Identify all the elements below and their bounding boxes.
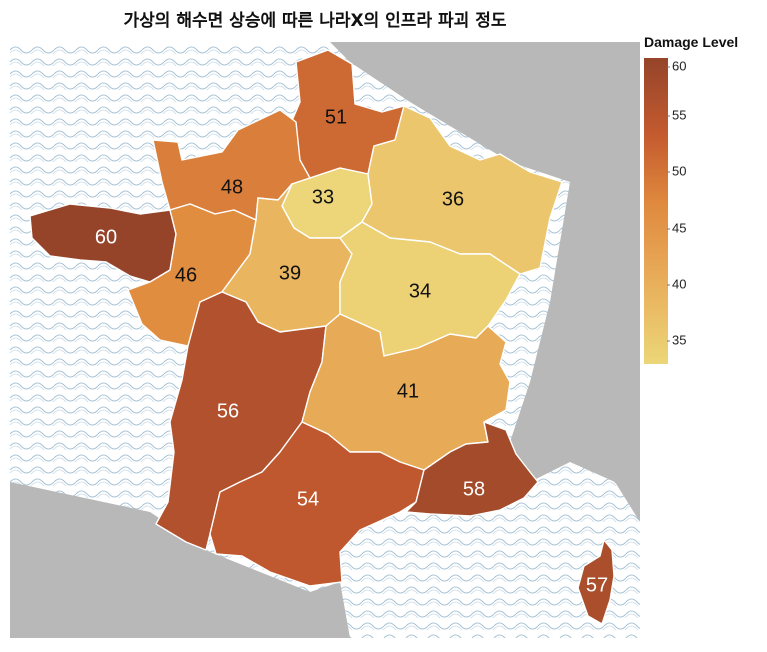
legend-gradient-bar: [644, 58, 668, 364]
region-label-nouvelle-aquitaine: 56: [217, 400, 239, 422]
region-label-north: 51: [325, 106, 347, 128]
region-label-centre: 39: [279, 262, 301, 284]
legend-tick-50: 50: [666, 163, 687, 179]
land-northeast: [330, 42, 640, 512]
region-corsica[interactable]: [577, 539, 615, 625]
land-corsica-sea-edge: [570, 462, 640, 522]
legend-title: Damage Level: [644, 34, 739, 50]
region-label-corsica: 57: [586, 574, 608, 596]
region-label-auvergne-rhone-alpes: 41: [397, 380, 419, 402]
region-label-normandy: 48: [221, 176, 243, 198]
choropleth-map: 51 48 33 36 60 46 39 34 56 41 54 58 57: [10, 42, 640, 638]
region-provence[interactable]: [405, 421, 539, 517]
region-label-brittany: 60: [95, 226, 117, 248]
color-legend: Damage Level 60 55 50 45 40 35: [644, 34, 764, 364]
legend-tick-35: 35: [666, 332, 687, 348]
map-title: 가상의 해수면 상승에 따른 나라X의 인프라 파괴 정도: [123, 11, 507, 31]
region-label-occitanie: 54: [297, 488, 319, 510]
region-label-ile-de-france: 33: [312, 186, 334, 208]
land-southwest: [10, 482, 350, 638]
legend-tick-40: 40: [666, 276, 687, 292]
region-label-provence: 58: [463, 478, 485, 500]
region-label-burgundy: 34: [409, 280, 431, 302]
map-canvas: 51 48 33 36 60 46 39 34 56 41 54 58 57: [10, 42, 640, 638]
legend-tick-55: 55: [666, 107, 687, 123]
legend-tick-60: 60: [666, 58, 687, 74]
region-label-grand-est: 36: [442, 188, 464, 210]
region-label-pays-de-la-loire: 46: [175, 264, 197, 286]
legend-tick-45: 45: [666, 220, 687, 236]
